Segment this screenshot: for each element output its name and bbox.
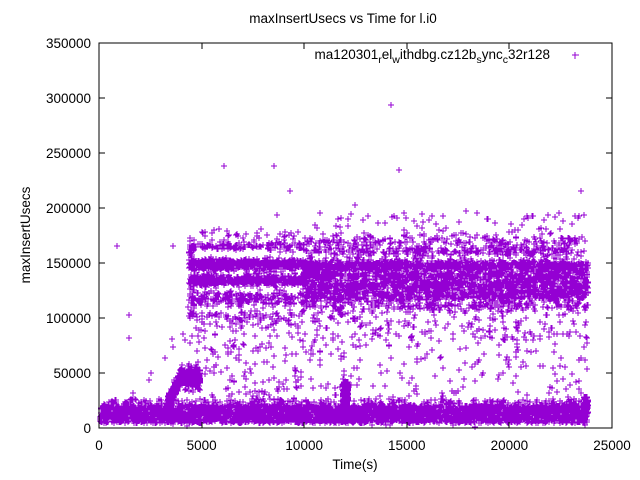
legend-label: ma120301relwithdbg.cz12bsyncc32r128	[314, 47, 550, 66]
y-tick-label: 100000	[46, 311, 91, 326]
y-tick-label: 300000	[46, 91, 91, 106]
x-tick-label: 10000	[285, 438, 323, 453]
x-tick-label: 20000	[491, 438, 529, 453]
y-tick-label: 0	[83, 421, 91, 436]
plot-frame	[98, 42, 613, 429]
x-tick-label: 5000	[187, 438, 217, 453]
scatter-points	[97, 102, 591, 430]
y-tick-label: 350000	[46, 36, 91, 51]
axis-tick-labels: 0 5000 10000 15000 20000 25000050000100000150…	[46, 36, 631, 453]
y-tick-label: 150000	[46, 256, 91, 271]
x-tick-label: 15000	[388, 438, 426, 453]
legend-plus-marker-icon	[572, 52, 579, 59]
x-tick-label: 0	[95, 438, 103, 453]
y-tick-label: 200000	[46, 201, 91, 216]
chart-title: maxInsertUsecs vs Time for l.i0	[249, 11, 437, 26]
y-tick-label: 50000	[53, 366, 91, 381]
legend: ma120301relwithdbg.cz12bsyncc32r128	[314, 47, 579, 66]
y-tick-label: 250000	[46, 146, 91, 161]
x-axis-label: Time(s)	[332, 457, 377, 472]
y-axis-label: maxInsertUsecs	[18, 186, 33, 283]
x-tick-label: 25000	[593, 438, 631, 453]
